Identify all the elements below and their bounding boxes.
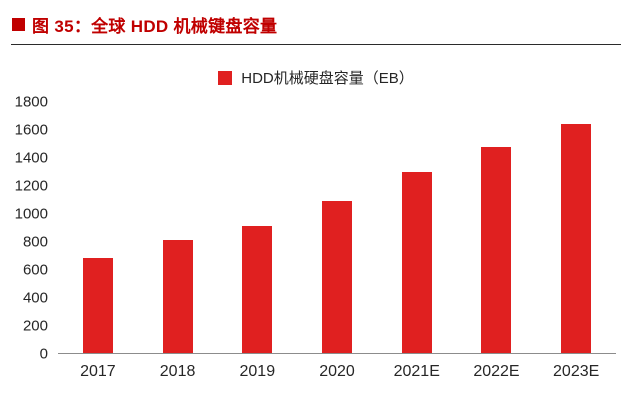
figure-header: 图 35：全球 HDD 机械键盘容量 (10, 8, 622, 44)
y-axis-tick-label: 800 (22, 233, 48, 251)
header-divider (11, 44, 621, 45)
x-axis-tick-label: 2022E (473, 363, 520, 380)
bar-column (536, 102, 616, 353)
bar (82, 258, 113, 353)
legend-label: HDD机械硬盘容量（EB） (241, 70, 414, 87)
y-axis-tick-label: 1600 (14, 121, 48, 139)
x-axis-tick-label: 2021E (393, 363, 440, 380)
bar-column (217, 102, 297, 353)
bar-column (377, 102, 457, 353)
y-axis: 0 200 400 600 800 1000 1200 1400 1600 1800 (10, 94, 58, 363)
y-axis-tick-label: 0 (39, 345, 48, 363)
bar-chart: HDD机械硬盘容量（EB） 0 200 400 600 800 1000 1200 1400 1… (10, 67, 622, 381)
bar-column (297, 102, 377, 353)
x-axis-tick-label: 2023E (553, 363, 600, 380)
x-axis-tick-label: 2020 (319, 363, 355, 380)
y-axis-tick-label: 400 (22, 289, 48, 307)
x-axis-tick-label: 2017 (80, 363, 116, 380)
x-axis-tick-label: 2019 (239, 363, 276, 380)
y-axis-tick-label: 1000 (14, 205, 48, 223)
y-axis-tick-label: 1800 (14, 93, 48, 111)
plot-row: 0 200 400 600 800 1000 1200 1400 1600 1800 (10, 94, 622, 363)
figure-title: 图 35：全球 HDD 机械键盘容量 (32, 17, 278, 36)
bar (481, 146, 512, 353)
y-axis-tick-label: 1200 (14, 177, 48, 195)
plot-area (58, 102, 616, 354)
bar-column (138, 102, 218, 353)
x-axis-tick-label: 2018 (159, 363, 196, 380)
bar-column (58, 102, 138, 353)
y-axis-tick-label: 600 (22, 261, 48, 279)
chart-legend: HDD机械硬盘容量（EB） (10, 67, 622, 88)
bar (401, 171, 432, 353)
bar (561, 124, 592, 353)
bar (322, 201, 353, 353)
y-axis-tick-label: 1400 (14, 149, 48, 167)
title-marker-icon (12, 18, 25, 31)
bar (162, 240, 193, 353)
bar-column (457, 102, 537, 353)
x-axis: 2017 2018 2019 2020 2021E 2022E 2023E (58, 363, 622, 381)
y-axis-tick-label: 200 (22, 317, 48, 335)
legend-swatch-icon (218, 70, 233, 85)
bar (242, 226, 273, 353)
